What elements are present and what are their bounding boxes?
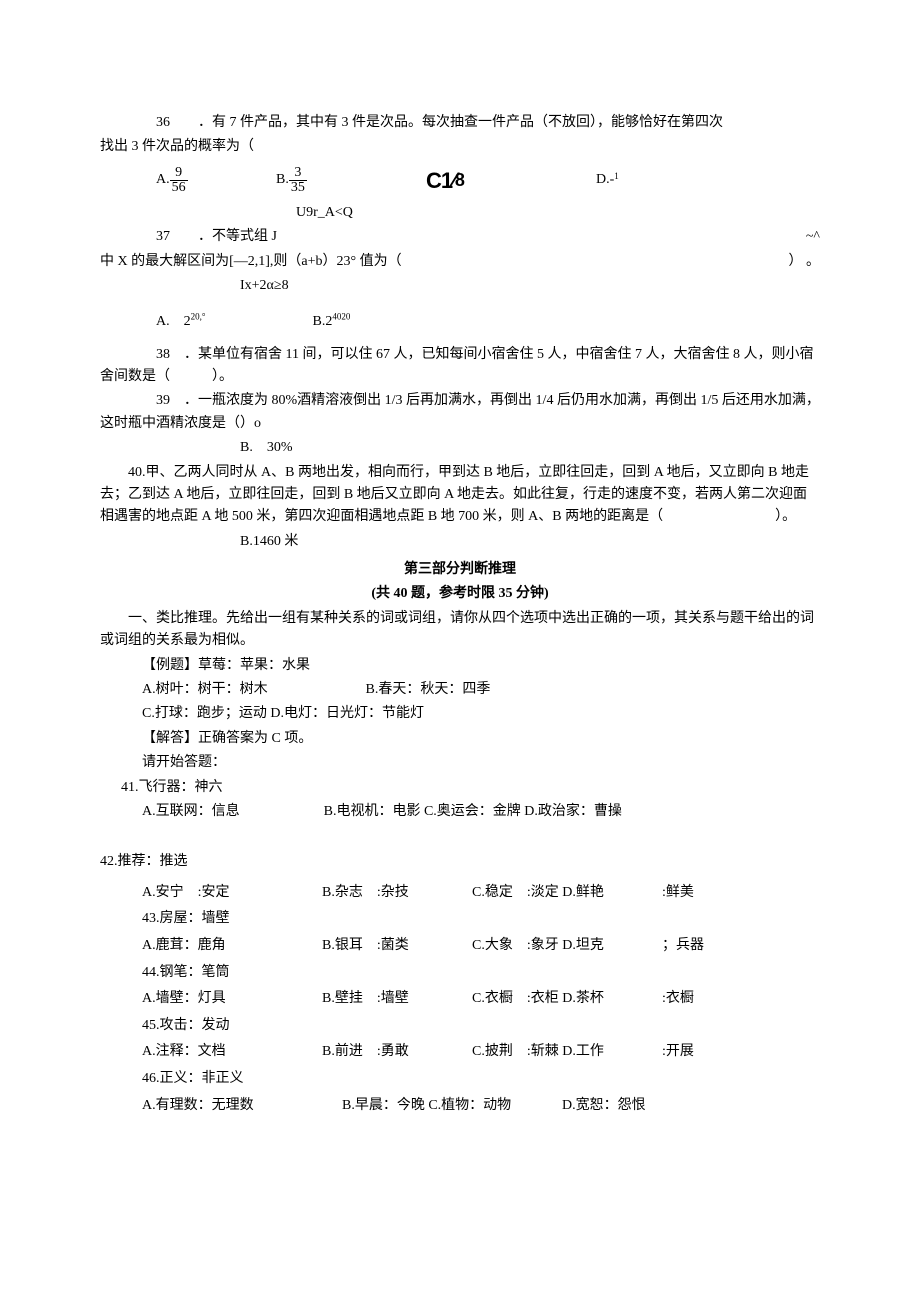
- section-title: 第三部分判断推理: [100, 559, 820, 581]
- den-b: 35: [289, 180, 307, 195]
- q37-line2: 中 X 的最大解区间为[—2,1],则（a+b）23° 值为（ ） 。: [100, 251, 820, 273]
- label-a: A.: [156, 169, 170, 191]
- q36-opt-c: C1⁄8: [426, 163, 596, 198]
- example-row1: A.树叶：树干：树木 B.春天：秋天：四季: [142, 679, 820, 701]
- num-b: 3: [292, 166, 303, 180]
- cell: 43.房屋：墙壁: [142, 906, 322, 933]
- q46-bc: B.早晨：今晚 C.植物：动物: [342, 1093, 562, 1120]
- row-6: A.注释：文档 B.前进 :勇敢 C.披荆 :斩棘 D.工作 :开展: [142, 1039, 820, 1066]
- cell: :鲜美: [662, 880, 782, 907]
- cell: A.墙壁：灯具: [142, 986, 322, 1013]
- cell: A.注释：文档: [142, 1039, 322, 1066]
- fraction-a: 9 56: [170, 166, 188, 195]
- cell: B.前进 :勇敢: [322, 1039, 472, 1066]
- ex-opt-a: A.树叶：树干：树木: [142, 679, 362, 701]
- q37-l2-right: ） 。: [789, 251, 821, 273]
- c-text: C1: [426, 163, 452, 198]
- row-7: 46.正义：非正义: [142, 1066, 820, 1093]
- row-3: 44.钢笔：笔筒: [142, 960, 820, 987]
- den-a: 56: [170, 180, 188, 195]
- cell: 46.正义：非正义: [142, 1066, 322, 1093]
- label-b: B.: [276, 169, 289, 191]
- q36-opt-d: D.-1: [596, 169, 619, 191]
- q36-line2: 找出 3 件次品的概率为（: [100, 136, 820, 158]
- cell: B.杂志 :杂技: [322, 880, 472, 907]
- q37-l1-right: ~^: [806, 226, 820, 248]
- q40-optb: B.1460 米: [240, 531, 820, 553]
- q41-stem: 41.飞行器：神六: [121, 777, 820, 799]
- cell: 45.攻击：发动: [142, 1013, 322, 1040]
- q37-bottom: Ix+2α≥8: [240, 275, 820, 297]
- q37-top: U9r_A<Q: [296, 202, 820, 224]
- row-2: A.鹿茸：鹿角 B.银耳 :菌类 C.大象 :象牙 D.坦克 ；兵器: [142, 933, 820, 960]
- example-stem: 【例题】草莓：苹果：水果: [142, 655, 820, 677]
- options-grid: A.安宁 :安定 B.杂志 :杂技 C.稳定 :淡定 D.鲜艳 :鲜美 43.房…: [100, 880, 820, 1119]
- cell: A.鹿茸：鹿角: [142, 933, 322, 960]
- label-d: D.-: [596, 169, 614, 191]
- q38: 38 ．某单位有宿舍 11 间，可以住 67 人，已知每间小宿舍住 5 人，中宿…: [100, 344, 820, 389]
- example-answer: 【解答】正确答案为 C 项。: [142, 728, 820, 750]
- q37-l2-left: 中 X 的最大解区间为[—2,1],则（a+b）23° 值为（: [100, 251, 402, 273]
- q37-opts: A. 220,° B.24020: [156, 310, 820, 334]
- eight: 8: [455, 166, 464, 195]
- cell: :开展: [662, 1039, 782, 1066]
- row-0: A.安宁 :安定 B.杂志 :杂技 C.稳定 :淡定 D.鲜艳 :鲜美: [142, 880, 820, 907]
- q46-d: D.宽恕：怨恨: [562, 1093, 712, 1120]
- q46-opts: A.有理数：无理数 B.早晨：今晚 C.植物：动物 D.宽恕：怨恨: [142, 1093, 820, 1120]
- cell: C.稳定 :淡定 D.鲜艳: [472, 880, 662, 907]
- cell: B.银耳 :菌类: [322, 933, 472, 960]
- q37-opt-a: A. 220,°: [156, 314, 205, 329]
- q36-opt-a: A. 9 56: [156, 166, 276, 195]
- cell: C.衣橱 :衣柜 D.茶杯: [472, 986, 662, 1013]
- q37-l1-left: 37 ．不等式组 J: [156, 226, 277, 248]
- example-row2: C.打球：跑步；运动 D.电灯：日光灯：节能灯: [142, 703, 820, 725]
- row-1: 43.房屋：墙壁: [142, 906, 820, 933]
- num-a: 9: [173, 166, 184, 180]
- q37-opt-b: B.24020: [312, 314, 350, 329]
- q37-line1: 37 ．不等式组 J ~^: [156, 226, 820, 248]
- q42-stem: 42.推荐：推选: [100, 851, 820, 873]
- sup-d: 1: [614, 169, 619, 183]
- q40: 40.甲、乙两人同时从 A、B 两地出发，相向而行，甲到达 B 地后，立即往回走…: [100, 462, 820, 529]
- cell: :衣橱: [662, 986, 782, 1013]
- q41-opts: A.互联网：信息 B.电视机：电影 C.奥运会：金牌 D.政治家：曹操: [142, 801, 820, 823]
- cell: B.壁挂 :墙壁: [322, 986, 472, 1013]
- q36-options: A. 9 56 B. 3 35 C1⁄8 D.-1: [156, 163, 820, 198]
- q39: 39 ．一瓶浓度为 80%酒精溶液倒出 1/3 后再加满水，再倒出 1/4 后仍…: [100, 390, 820, 435]
- q46-a: A.有理数：无理数: [142, 1093, 342, 1120]
- document-page: 36 ．有 7 件产品，其中有 3 件是次品。每次抽查一件产品（不放回），能够恰…: [0, 0, 920, 1179]
- q39-optb: B. 30%: [240, 437, 820, 459]
- section-intro: 一、类比推理。先给出一组有某种关系的词或词组，请你从四个选项中选出正确的一项，其…: [100, 608, 820, 653]
- cell: C.大象 :象牙 D.坦克: [472, 933, 662, 960]
- section-subtitle: (共 40 题，参考时限 35 分钟): [100, 583, 820, 605]
- q36-opt-b: B. 3 35: [276, 166, 426, 195]
- fraction-b: 3 35: [289, 166, 307, 195]
- cell: A.安宁 :安定: [142, 880, 322, 907]
- cell: C.披荆 :斩棘 D.工作: [472, 1039, 662, 1066]
- row-5: 45.攻击：发动: [142, 1013, 820, 1040]
- cell: 44.钢笔：笔筒: [142, 960, 322, 987]
- cell: ；兵器: [662, 933, 782, 960]
- q36-line1: 36 ．有 7 件产品，其中有 3 件是次品。每次抽查一件产品（不放回），能够恰…: [156, 112, 820, 134]
- begin-prompt: 请开始答题：: [142, 752, 820, 774]
- ex-opt-b: B.春天：秋天：四季: [366, 682, 491, 697]
- row-4: A.墙壁：灯具 B.壁挂 :墙壁 C.衣橱 :衣柜 D.茶杯 :衣橱: [142, 986, 820, 1013]
